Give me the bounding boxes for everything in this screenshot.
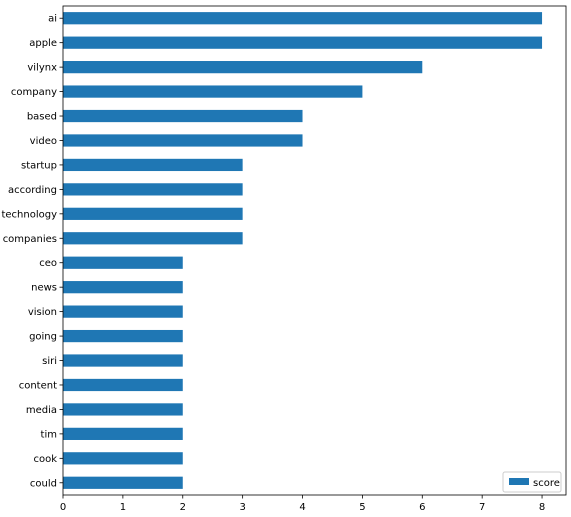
x-tick-label: 5 [359, 502, 365, 513]
y-tick-label: content [19, 380, 57, 391]
bar-ai [63, 12, 543, 25]
y-tick-label: startup [21, 160, 57, 171]
y-tick-label: companies [3, 234, 57, 245]
bar-based [63, 109, 303, 123]
y-tick-label: vilynx [27, 63, 57, 74]
y-tick-label: news [31, 283, 57, 294]
y-tick-label: company [11, 87, 57, 98]
bar-news [63, 281, 183, 294]
bar-company [63, 85, 363, 98]
bar-technology [63, 207, 243, 220]
plot-frame [62, 5, 567, 496]
y-tick-label: media [26, 405, 57, 416]
x-axis: 0 1 2 3 4 5 6 7 8 [60, 495, 545, 513]
legend: score [502, 471, 562, 493]
bar-ceo [63, 256, 183, 269]
y-axis: ai apple vilynx company based video startup acc… [1, 14, 63, 489]
x-tick-label: 3 [239, 502, 245, 513]
bar-companies [63, 232, 243, 245]
y-tick-label: ai [48, 14, 57, 25]
bar-tim [63, 427, 183, 440]
bar-going [63, 329, 183, 343]
bar-startup [63, 158, 243, 172]
bar-video [63, 134, 303, 147]
bar-siri [63, 354, 183, 367]
y-tick-label: could [30, 478, 57, 489]
y-tick-label: based [27, 112, 57, 123]
x-tick-label: 0 [60, 502, 66, 513]
x-tick-label: 7 [479, 502, 485, 513]
legend-swatch [509, 478, 529, 485]
bar-apple [63, 36, 543, 49]
x-tick-label: 8 [539, 502, 545, 513]
y-tick-label: siri [42, 356, 57, 367]
legend-box [502, 471, 562, 493]
y-tick-label: vision [28, 307, 57, 318]
y-tick-label: ceo [39, 258, 57, 269]
x-tick-label: 4 [299, 502, 305, 513]
bar-vilynx [63, 61, 423, 74]
y-tick-label: cook [33, 454, 57, 465]
y-tick-label: tim [41, 429, 57, 440]
y-tick-label: video [30, 136, 57, 147]
bar-vision [63, 305, 183, 318]
y-tick-label: according [8, 185, 57, 196]
x-tick-label: 1 [120, 502, 126, 513]
legend-label: score [533, 478, 560, 489]
x-tick-label: 2 [180, 502, 186, 513]
bar-content [63, 378, 183, 392]
y-tick-label: going [29, 332, 57, 343]
bar-cook [63, 452, 183, 465]
y-tick-label: technology [1, 209, 57, 220]
bar-according [63, 183, 243, 196]
bars-group [63, 12, 543, 489]
y-tick-label: apple [29, 38, 57, 49]
bar-media [63, 403, 183, 416]
bar-could [63, 476, 183, 489]
x-tick-label: 6 [419, 502, 425, 513]
